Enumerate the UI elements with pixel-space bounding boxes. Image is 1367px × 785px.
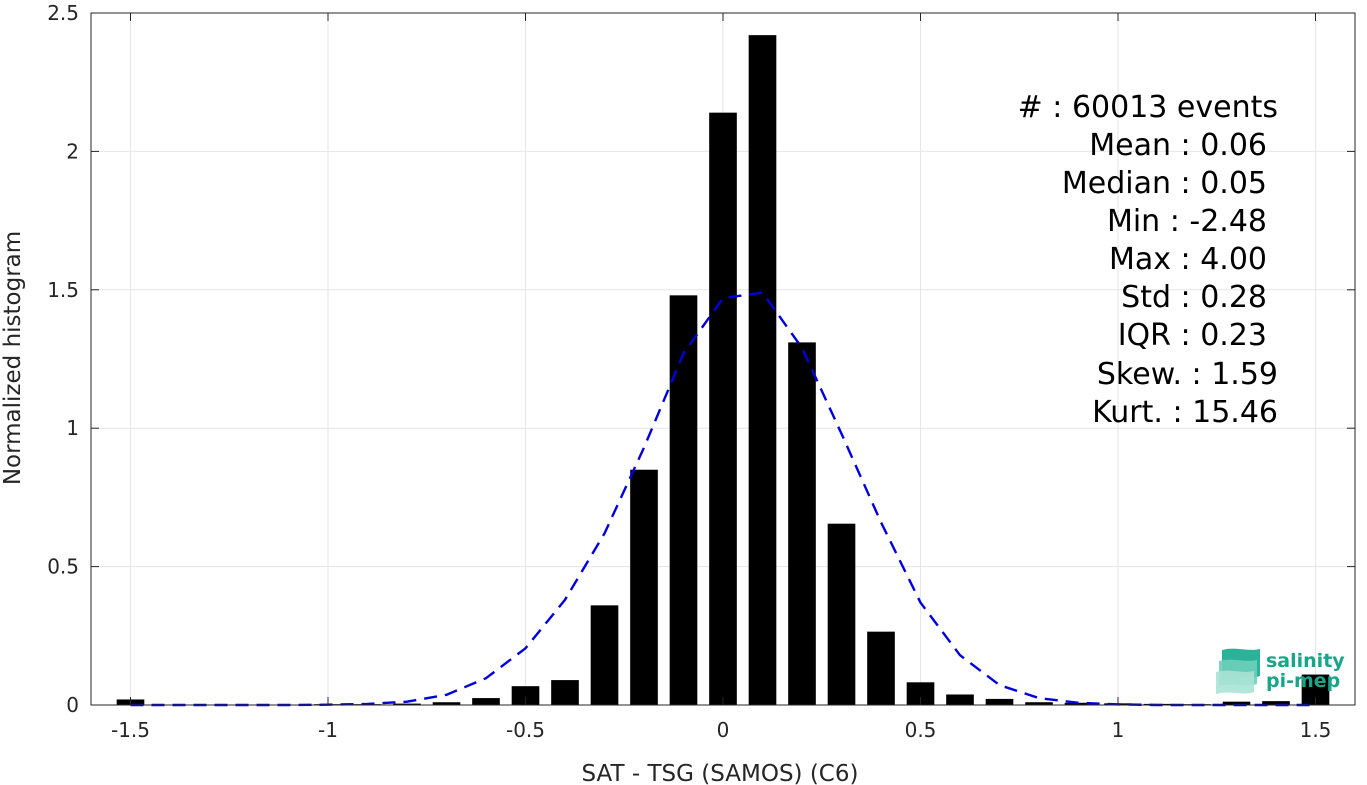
stat-max: Max : 4.00 <box>1109 242 1267 277</box>
histogram-bar <box>511 686 540 705</box>
y-tick-label: 0 <box>66 693 79 717</box>
histogram-bar <box>393 703 421 705</box>
histogram-bar <box>985 698 1014 705</box>
histogram-bar <box>827 523 856 705</box>
y-axis-label: Normalized histogram <box>0 231 26 485</box>
stat-min: Min : -2.48 <box>1107 204 1267 239</box>
y-tick-label: 1 <box>66 416 79 440</box>
histogram-bar <box>1222 701 1251 705</box>
histogram-bar <box>551 680 579 705</box>
stat-iqr: IQR : 0.23 <box>1118 318 1267 353</box>
histogram-bar <box>669 295 698 705</box>
histogram-bar <box>432 702 461 705</box>
wave-logo-icon <box>1216 648 1260 694</box>
y-tick-label: 2 <box>66 139 79 163</box>
histogram-bar <box>1262 701 1290 705</box>
histogram-bar <box>1025 702 1053 705</box>
histogram-bar <box>472 698 500 705</box>
histogram-bars <box>116 35 1330 706</box>
histogram-bar <box>946 694 974 705</box>
stat-std: Std : 0.28 <box>1121 280 1267 315</box>
stat-events: # : 60013 events <box>1018 90 1278 125</box>
stat-kurt: Kurt. : 15.46 <box>1092 395 1278 430</box>
x-tick-label: 1.5 <box>1300 718 1332 742</box>
stats-box: # : 60013 events Mean : 0.06 Median : 0.… <box>1018 90 1278 430</box>
x-tick-label: 0 <box>717 718 730 742</box>
logo-line1: salinity <box>1266 650 1345 672</box>
y-tick-label: 1.5 <box>47 278 79 302</box>
x-tick-label: 0.5 <box>905 718 937 742</box>
stat-median: Median : 0.05 <box>1062 166 1267 201</box>
histogram-bar <box>906 682 935 705</box>
x-axis-label: SAT - TSG (SAMOS) (C6) <box>582 761 859 785</box>
x-tick-label: -1 <box>318 718 338 742</box>
stat-skew: Skew. : 1.59 <box>1097 357 1278 392</box>
axis-ticks: -1.5 -1 -0.5 0 0.5 1 1.5 0 0.5 1 1.5 2 2.5 <box>47 1 1355 742</box>
histogram-bar <box>630 469 658 705</box>
histogram-bar <box>590 605 619 705</box>
x-tick-label: -1.5 <box>111 718 150 742</box>
stat-mean: Mean : 0.06 <box>1089 128 1267 163</box>
histogram-bar <box>748 35 777 706</box>
y-tick-label: 2.5 <box>47 1 79 25</box>
x-tick-label: 1 <box>1112 718 1125 742</box>
histogram-bar <box>709 112 737 705</box>
salinity-pimep-logo: salinity pi-mep <box>1216 648 1345 694</box>
histogram-bar <box>788 342 816 705</box>
y-tick-label: 0.5 <box>47 555 79 579</box>
histogram-bar <box>867 631 895 705</box>
x-tick-label: -0.5 <box>506 718 545 742</box>
logo-line2: pi-mep <box>1266 670 1340 692</box>
